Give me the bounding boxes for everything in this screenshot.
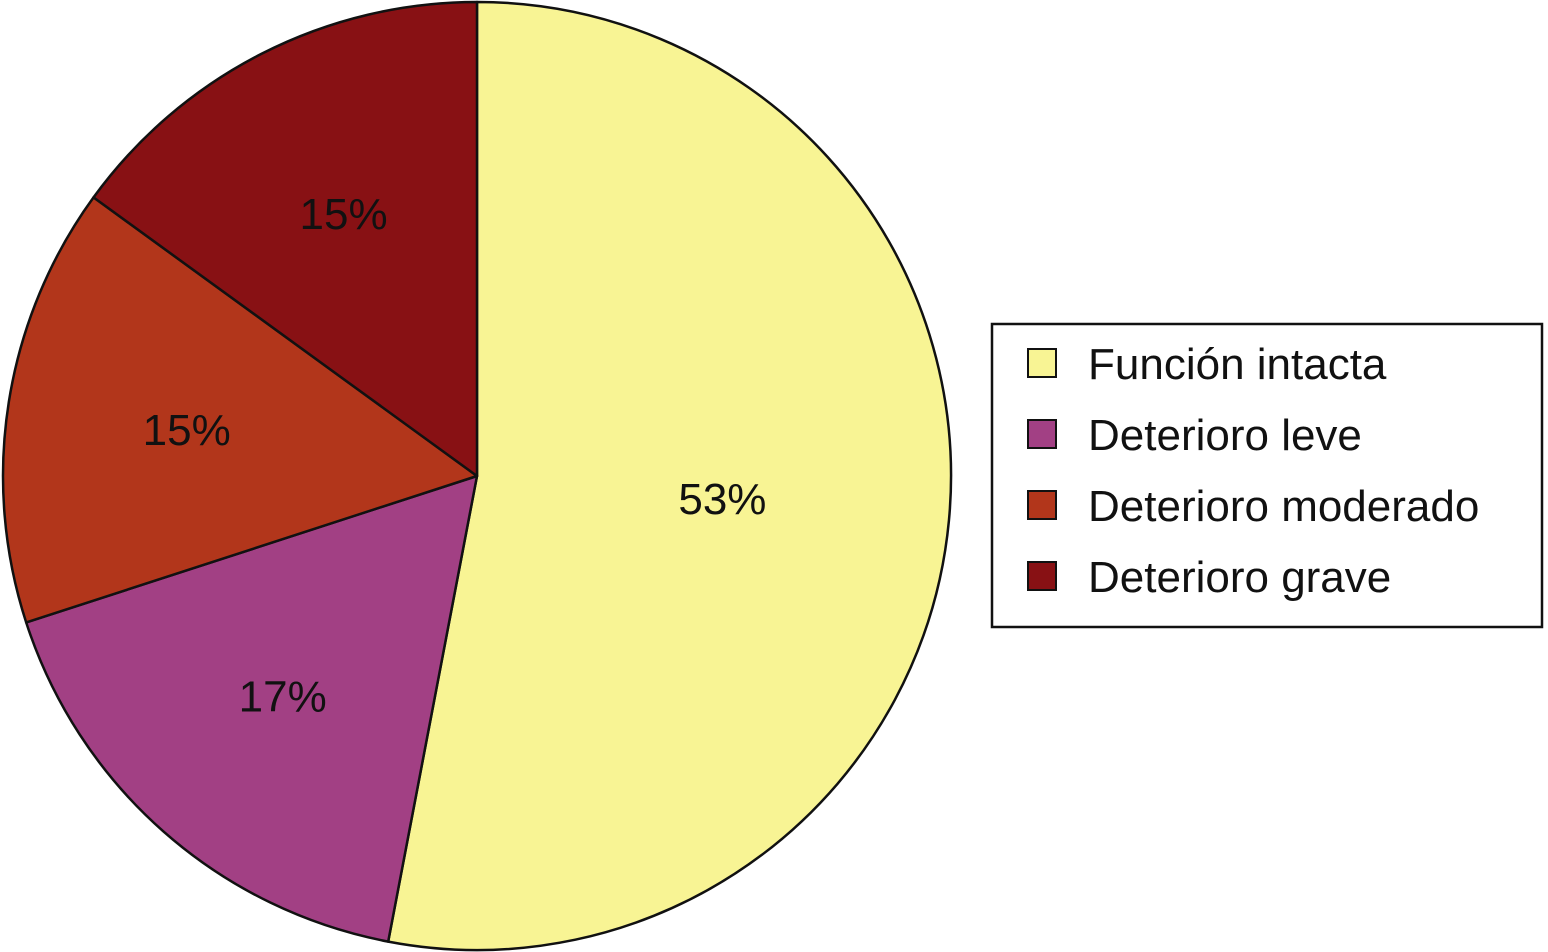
legend-label-2: Deterioro moderado [1088,482,1479,531]
legend: Función intacta Deterioro leve Deterioro m… [990,322,1544,629]
pie-slice-label-1: 17% [239,672,327,721]
legend-swatch-2 [1027,490,1057,520]
legend-label-3: Deterioro grave [1088,553,1391,602]
legend-swatch-3 [1027,561,1057,591]
pie-slice-label-2: 15% [143,406,231,455]
pie-slice-label-3: 15% [300,190,388,239]
legend-swatch-1 [1027,419,1057,449]
legend-label-0: Función intacta [1088,340,1387,389]
legend-box [990,322,1544,629]
pie-slice-2 [1,196,479,624]
pie-slices [1,0,953,952]
pie-slice-labels: 53% 17% 15% 15% [143,190,767,721]
pie-slice-3 [92,0,479,478]
pie-slice-0 [386,0,953,952]
pie-slice-label-0: 53% [678,475,766,524]
legend-swatch-0 [1027,348,1057,378]
pie-slice-1 [24,474,479,943]
legend-label-1: Deterioro leve [1088,411,1362,460]
